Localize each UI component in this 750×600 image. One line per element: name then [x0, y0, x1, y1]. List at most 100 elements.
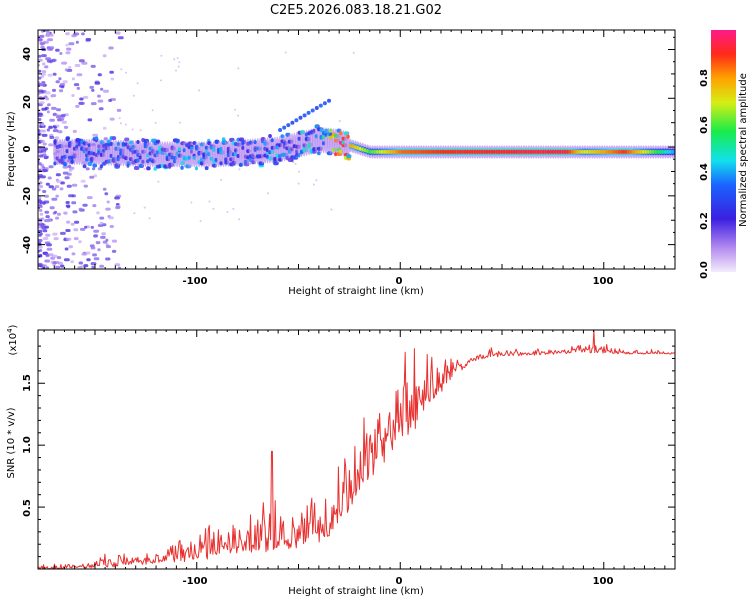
spectrogram-cell	[63, 211, 68, 215]
spectrogram-cell	[50, 94, 54, 98]
spectrogram-cell	[241, 139, 245, 166]
spectrogram-cell	[55, 80, 60, 84]
spectrogram-cell	[45, 97, 49, 101]
spectrogram-cell	[45, 225, 49, 229]
spectrogram-cell	[78, 207, 83, 211]
spectrogram-cell	[65, 204, 71, 208]
spectrogram-cell	[67, 65, 72, 69]
spectrogram-cell	[55, 194, 59, 198]
spectrogram-cell	[267, 192, 269, 195]
spectrogram-cell	[39, 147, 45, 151]
spectrogram-cell	[295, 149, 299, 154]
spectrogram-cell	[60, 118, 64, 121]
spectrogram-cell	[38, 245, 43, 249]
snr-ticks	[38, 330, 675, 569]
spectrogram-cell	[40, 139, 45, 143]
spectrogram-cell	[97, 94, 101, 98]
spectrogram-cell	[40, 42, 44, 46]
spectrogram-cell	[116, 157, 120, 162]
spectrogram-frame	[37, 29, 676, 270]
spectrogram-cell	[219, 161, 223, 166]
spectrogram-cell	[49, 136, 55, 139]
spectrogram-cell	[52, 129, 59, 133]
spectrogram-cell	[143, 168, 146, 170]
spectrogram-cell	[103, 137, 108, 141]
spectrogram-cell	[309, 128, 314, 155]
spectrogram-cell	[314, 106, 319, 110]
spectrogram-cell	[208, 200, 211, 203]
spectrogram-cell	[92, 163, 98, 168]
spectrogram-cell	[57, 130, 63, 134]
spectrogram-cell	[334, 152, 338, 157]
spectrogram-cell	[104, 192, 109, 196]
spectrogram-cell	[60, 231, 66, 235]
spectrogram-cell	[214, 157, 218, 162]
spectrogram-cell	[58, 89, 64, 93]
spectrogram-panel: -100 0 100 40 20 0 -20 -40 Height of str…	[6, 29, 676, 297]
spectrogram-cell	[45, 155, 49, 159]
spectrogram-cell	[109, 70, 114, 74]
spectrogram-cell	[94, 138, 99, 166]
spectrogram-cell	[61, 120, 67, 124]
spectrogram-cell	[99, 264, 104, 268]
spectrogram-cell	[55, 48, 60, 52]
spectrogram-cell	[40, 75, 44, 79]
spectrogram-cell	[38, 196, 42, 199]
spectrogram-ylabel: Frequency (Hz)	[6, 111, 17, 187]
spectrogram-cell	[284, 51, 287, 54]
spectrogram-cell	[70, 222, 75, 226]
spectrogram-cell	[310, 108, 315, 113]
spectrogram-cell	[282, 125, 287, 130]
spectrogram-cell	[63, 125, 69, 129]
spectrogram-cell	[55, 173, 61, 177]
spectrogram-cell	[65, 237, 72, 241]
spectrogram-cell	[39, 249, 43, 252]
spectrogram-cell	[38, 58, 43, 62]
spectrogram-cell	[103, 89, 109, 93]
spectrogram-cell	[286, 123, 291, 128]
spectrogram-cell	[38, 174, 43, 177]
spectrogram-cell	[75, 104, 80, 108]
spectrogram-cell	[46, 110, 50, 114]
spectrogram-cell	[329, 135, 333, 140]
spectrogram-cell	[157, 180, 160, 183]
spectrogram-cell	[108, 216, 114, 220]
spectrogram-cell	[99, 164, 104, 169]
spectrogram-cell	[339, 131, 343, 136]
spectrogram-cell	[75, 144, 79, 149]
spectrogram-cell	[63, 258, 70, 262]
spectrogram-cell	[44, 91, 51, 95]
spectrogram-cell	[238, 163, 243, 167]
spectrogram-cell	[153, 166, 157, 171]
spectrogram-cell	[47, 73, 53, 77]
spectrogram-cell	[182, 148, 186, 153]
spectrogram-cell	[47, 47, 54, 51]
spectrogram-cell	[126, 163, 130, 168]
spectrogram-cell	[38, 200, 43, 204]
spectrogram-cell	[74, 220, 80, 224]
spectrogram-cell	[83, 264, 89, 268]
spectrogram-cell	[45, 253, 50, 257]
spectrogram-xtick-label: 100	[593, 276, 614, 287]
spectrogram-cell	[42, 62, 46, 66]
spectrogram-cell	[39, 154, 43, 158]
colorbar-tick-label: 0.2	[699, 212, 710, 230]
spectrogram-cell	[131, 128, 134, 131]
spectrogram-cell	[54, 210, 58, 214]
spectrogram-cell	[66, 47, 72, 51]
snr-frame	[37, 329, 676, 570]
spectrogram-cell	[45, 57, 51, 61]
spectrogram-cell	[64, 176, 70, 180]
spectrogram-cell	[151, 109, 154, 112]
spectrogram-ytick-label: -40	[22, 236, 33, 254]
spectrogram-cell	[71, 77, 75, 81]
spectrogram-cell	[74, 64, 81, 67]
spectrogram-cell	[83, 184, 88, 188]
spectrogram-cell	[312, 183, 315, 186]
spectrogram-cell	[38, 239, 43, 242]
spectrogram-cell	[268, 134, 272, 138]
spectrogram-cell	[192, 141, 197, 145]
spectrogram-cell	[132, 94, 135, 97]
colorbar-tick-label: 0.6	[699, 116, 710, 134]
spectrogram-cell	[46, 247, 53, 251]
